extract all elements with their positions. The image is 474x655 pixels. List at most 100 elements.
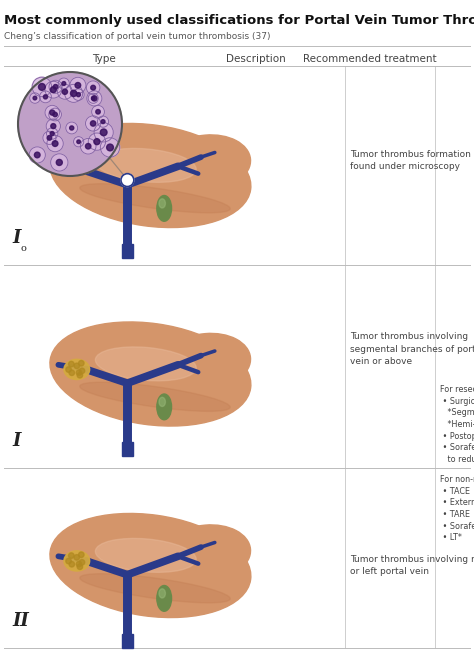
Circle shape xyxy=(94,122,113,142)
Circle shape xyxy=(73,137,84,147)
Text: o: o xyxy=(20,244,26,253)
Ellipse shape xyxy=(159,589,165,598)
Circle shape xyxy=(73,89,84,100)
Circle shape xyxy=(58,78,69,89)
Circle shape xyxy=(94,139,100,145)
Ellipse shape xyxy=(95,149,196,182)
Circle shape xyxy=(79,360,84,366)
Circle shape xyxy=(56,159,63,166)
Circle shape xyxy=(49,108,62,121)
Circle shape xyxy=(91,85,96,90)
Circle shape xyxy=(47,136,52,140)
Circle shape xyxy=(53,112,57,117)
Circle shape xyxy=(29,147,46,163)
Circle shape xyxy=(85,143,91,149)
Circle shape xyxy=(87,91,102,106)
Circle shape xyxy=(35,152,40,158)
Ellipse shape xyxy=(64,551,90,571)
Circle shape xyxy=(69,553,74,558)
Text: Type: Type xyxy=(92,54,116,64)
Circle shape xyxy=(50,110,55,115)
Text: I: I xyxy=(12,432,20,450)
Circle shape xyxy=(91,96,95,100)
Circle shape xyxy=(70,77,86,94)
Circle shape xyxy=(46,119,61,133)
Circle shape xyxy=(107,144,113,151)
Circle shape xyxy=(86,81,100,94)
Circle shape xyxy=(81,138,96,154)
FancyBboxPatch shape xyxy=(122,244,133,257)
Ellipse shape xyxy=(50,322,251,426)
Circle shape xyxy=(18,72,122,176)
Ellipse shape xyxy=(159,198,165,208)
Circle shape xyxy=(44,95,47,99)
Text: Tumor thrombus formation
found under microscopy: Tumor thrombus formation found under mic… xyxy=(350,150,471,171)
Circle shape xyxy=(69,561,74,567)
Circle shape xyxy=(62,82,66,85)
Circle shape xyxy=(74,555,80,560)
FancyBboxPatch shape xyxy=(122,634,133,648)
Ellipse shape xyxy=(164,333,251,389)
Text: Tumor thrombus involving right
or left portal vein: Tumor thrombus involving right or left p… xyxy=(350,555,474,576)
Circle shape xyxy=(43,131,56,144)
Circle shape xyxy=(51,154,68,171)
Circle shape xyxy=(45,81,62,98)
Circle shape xyxy=(96,109,100,114)
Ellipse shape xyxy=(50,123,251,227)
Circle shape xyxy=(77,373,82,378)
Text: For non-resectable Liver tumor:
 • TACE
 • External Beam Radiotherapy,
 • TARE
 : For non-resectable Liver tumor: • TACE •… xyxy=(440,475,474,542)
Ellipse shape xyxy=(95,347,196,381)
Circle shape xyxy=(47,136,64,152)
Ellipse shape xyxy=(50,514,251,618)
Text: Cheng’s classification of portal vein tumor thrombosis (37): Cheng’s classification of portal vein tu… xyxy=(4,32,271,41)
Circle shape xyxy=(77,564,82,569)
Text: Description: Description xyxy=(226,54,286,64)
Circle shape xyxy=(51,124,56,128)
Circle shape xyxy=(39,91,51,103)
Text: For resectable Liver tumor:
 • Surgical resection
   *Segmental hepatectomy
   *: For resectable Liver tumor: • Surgical r… xyxy=(440,385,474,464)
Circle shape xyxy=(74,363,80,369)
Circle shape xyxy=(88,93,98,103)
Circle shape xyxy=(71,90,77,96)
Ellipse shape xyxy=(157,586,172,611)
Circle shape xyxy=(52,141,58,147)
Circle shape xyxy=(46,128,58,140)
Text: II: II xyxy=(12,612,29,630)
Circle shape xyxy=(69,370,74,375)
Circle shape xyxy=(33,96,37,100)
Circle shape xyxy=(69,362,74,367)
Circle shape xyxy=(64,84,82,102)
Circle shape xyxy=(101,120,105,124)
FancyBboxPatch shape xyxy=(122,442,133,456)
Circle shape xyxy=(50,132,54,136)
Circle shape xyxy=(49,80,62,93)
Circle shape xyxy=(76,370,82,375)
Circle shape xyxy=(77,140,81,143)
Circle shape xyxy=(45,105,60,120)
Ellipse shape xyxy=(80,183,230,213)
Circle shape xyxy=(53,84,58,89)
Circle shape xyxy=(91,96,97,101)
Circle shape xyxy=(79,552,84,557)
Circle shape xyxy=(66,122,78,134)
Circle shape xyxy=(79,368,85,373)
Circle shape xyxy=(85,116,100,131)
Circle shape xyxy=(98,116,109,127)
Circle shape xyxy=(76,92,81,97)
Ellipse shape xyxy=(157,394,172,420)
Text: I: I xyxy=(12,229,20,247)
Circle shape xyxy=(32,77,52,97)
Circle shape xyxy=(66,558,72,564)
Ellipse shape xyxy=(157,195,172,221)
Circle shape xyxy=(38,83,46,90)
Ellipse shape xyxy=(95,538,196,572)
Text: Tumor thrombus involving
segmental branches of portal
vein or above: Tumor thrombus involving segmental branc… xyxy=(350,332,474,366)
Circle shape xyxy=(70,126,74,130)
Circle shape xyxy=(100,138,120,157)
Text: Most commonly used classifications for Portal Vein Tumor Thrombosis: Most commonly used classifications for P… xyxy=(4,14,474,27)
Circle shape xyxy=(30,93,40,103)
Circle shape xyxy=(57,84,73,100)
Circle shape xyxy=(50,86,56,92)
Circle shape xyxy=(62,89,67,94)
Circle shape xyxy=(91,121,96,126)
